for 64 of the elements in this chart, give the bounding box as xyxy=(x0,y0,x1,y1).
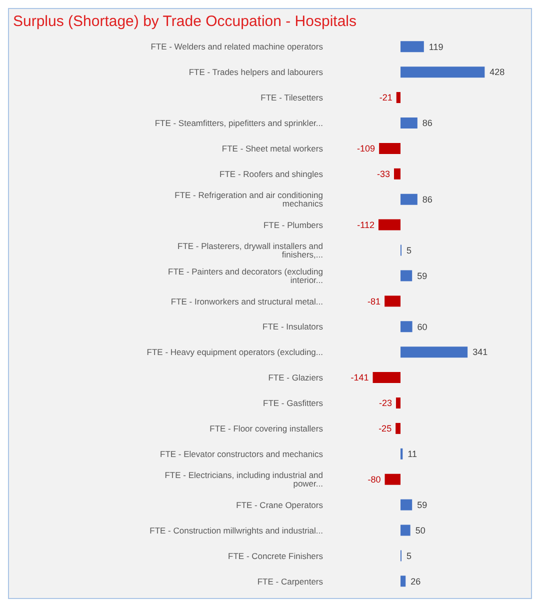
bar xyxy=(400,321,412,332)
y-tick-label: FTE - Refrigeration and air conditioning mechanics xyxy=(174,190,324,209)
bar xyxy=(400,270,412,282)
y-tick-label: FTE - Floor covering installers xyxy=(210,424,323,434)
data-label: -109 xyxy=(357,144,376,154)
y-tick-label: FTE - Heavy equipment operators (excluding... xyxy=(146,347,323,358)
data-label: -81 xyxy=(368,296,381,306)
data-label: 11 xyxy=(408,449,418,460)
data-label: 5 xyxy=(406,245,412,256)
y-tick-label: FTE - Crane Operators xyxy=(236,500,323,510)
bar xyxy=(400,117,418,128)
bar xyxy=(394,168,400,180)
y-tick-label: FTE - Glaziers xyxy=(268,372,323,383)
bar xyxy=(379,142,400,154)
data-label: -141 xyxy=(350,372,369,383)
y-tick-label: FTE - Plumbers xyxy=(263,220,323,230)
data-label: 26 xyxy=(410,576,421,586)
y-tick-label: FTE - Tilesetters xyxy=(260,92,323,103)
bar xyxy=(396,92,400,104)
y-tick-label: FTE - Electricians, including industrial and power... xyxy=(164,470,324,489)
bar xyxy=(400,576,406,587)
bar xyxy=(400,41,424,52)
y-tick-label: FTE - Trades helpers and labourers xyxy=(188,67,323,78)
bar xyxy=(400,194,418,205)
y-tick-label: FTE - Elevator constructors and mechanics xyxy=(160,449,323,460)
data-label: -112 xyxy=(357,220,374,230)
data-label: 428 xyxy=(490,67,505,78)
bar xyxy=(378,219,400,230)
y-tick-label: FTE - Gasfitters xyxy=(263,398,323,408)
data-label: -33 xyxy=(376,169,390,180)
y-tick-label: FTE - Concrete Finishers xyxy=(228,550,323,561)
y-tick-label: FTE - Roofers and shingles xyxy=(220,169,323,180)
data-label: 59 xyxy=(417,270,428,281)
data-label: 86 xyxy=(422,194,432,205)
data-label: 119 xyxy=(428,42,444,52)
bar xyxy=(372,372,400,384)
data-label: 60 xyxy=(417,322,428,332)
bar xyxy=(396,422,400,434)
data-label: 341 xyxy=(472,347,488,358)
y-tick-label: FTE - Insulators xyxy=(262,322,323,332)
data-label: -21 xyxy=(379,92,392,103)
y-tick-label: FTE - Painters and decorators (excluding interior... xyxy=(168,266,324,286)
y-tick-label: FTE - Ironworkers and structural metal... xyxy=(170,296,323,306)
bar xyxy=(400,346,468,358)
data-label: 86 xyxy=(422,118,432,128)
y-tick-label: FTE - Construction millwrights and industrial... xyxy=(150,525,323,536)
y-tick-label: FTE - Steamfitters, pipefitters and sprinkler... xyxy=(154,118,323,128)
data-label: 5 xyxy=(406,550,412,561)
bar xyxy=(400,499,412,510)
y-tick-label: FTE - Plasterers, drywall installers and finishers,... xyxy=(178,241,324,260)
y-tick-label: FTE - Welders and related machine operators xyxy=(150,42,323,52)
bar xyxy=(384,474,400,485)
data-label: -25 xyxy=(378,424,392,434)
bar xyxy=(400,66,485,78)
y-tick-label: FTE - Carpenters xyxy=(257,576,323,586)
y-tick-label: FTE - Sheet metal workers xyxy=(222,144,323,154)
data-label: -80 xyxy=(368,474,381,485)
data-label: 50 xyxy=(415,525,426,536)
text: Surplus (Shortage) by Trade Occupation - Hospitals xyxy=(12,12,358,30)
bar xyxy=(396,397,400,408)
data-label: -23 xyxy=(378,398,392,408)
bar xyxy=(400,524,410,536)
bar xyxy=(384,296,400,307)
data-label: 59 xyxy=(417,500,428,510)
